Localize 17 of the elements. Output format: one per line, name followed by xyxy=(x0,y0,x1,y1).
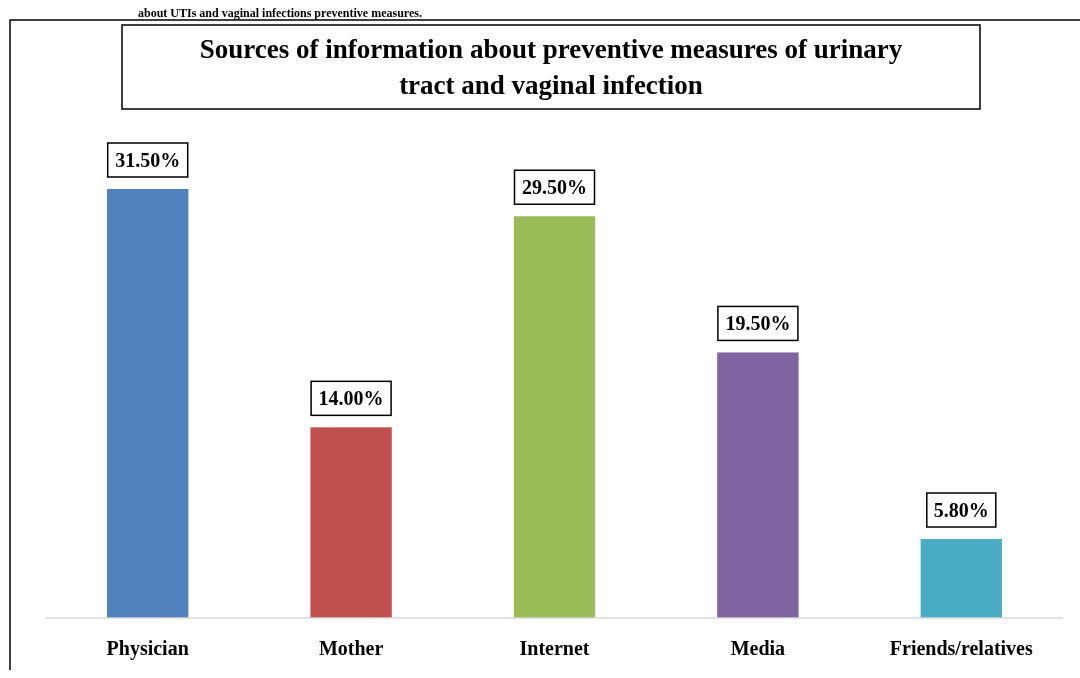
x-tick-label: Friends/relatives xyxy=(889,637,1033,659)
data-label: 14.00% xyxy=(318,387,384,410)
bar xyxy=(717,352,799,618)
data-label: 5.80% xyxy=(933,499,989,522)
bar xyxy=(920,539,1002,618)
bar xyxy=(310,427,392,618)
bar xyxy=(107,189,189,618)
data-label: 29.50% xyxy=(522,176,587,199)
x-tick-label: Internet xyxy=(519,637,590,659)
data-label: 31.50% xyxy=(115,149,181,171)
bar xyxy=(513,216,596,618)
x-tick-label: Physician xyxy=(106,637,189,660)
x-tick-label: Media xyxy=(730,637,786,659)
x-tick-label: Mother xyxy=(318,637,384,659)
chart-title: Sources of information about preventive measures of urinary tract and vaginal infection xyxy=(199,34,903,100)
text: about UTIs and vaginal infections preventive measures. xyxy=(138,6,422,20)
data-label: 19.50% xyxy=(725,312,791,335)
